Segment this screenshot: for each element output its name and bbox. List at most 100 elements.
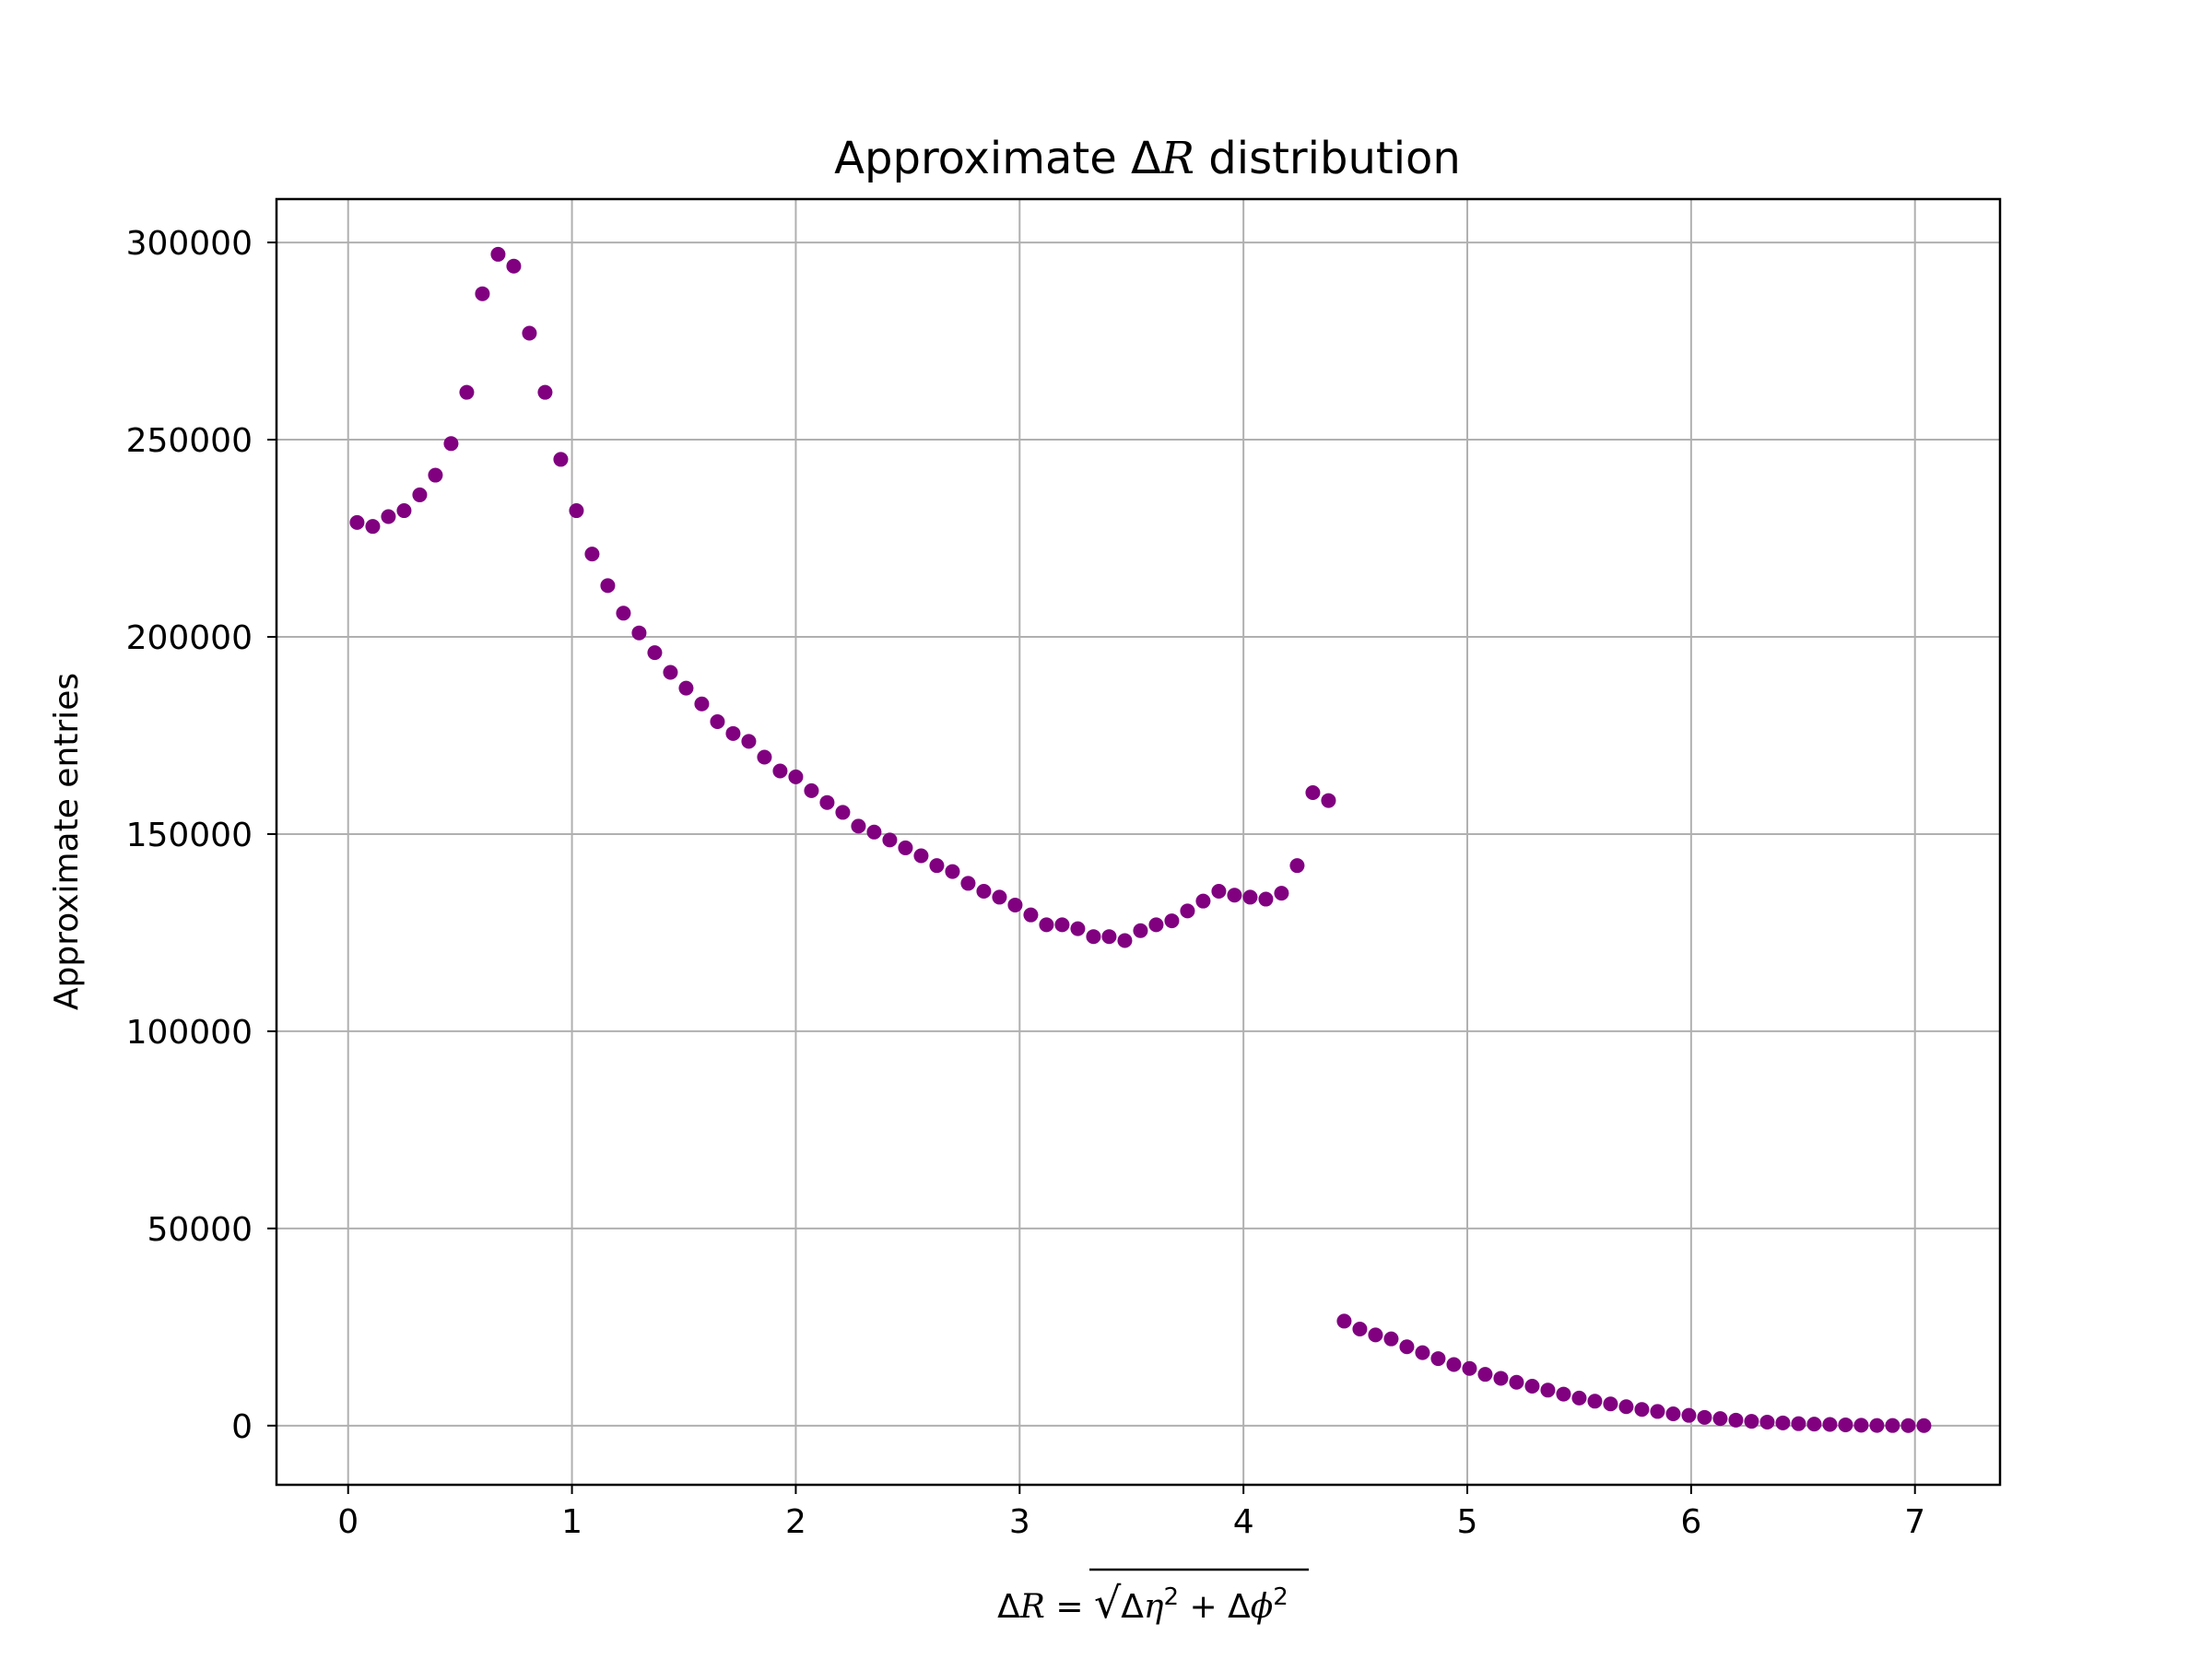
data-point (600, 578, 616, 594)
data-point (835, 805, 851, 820)
data-point (443, 436, 459, 452)
data-point (396, 503, 412, 519)
data-point (1885, 1418, 1900, 1433)
data-point (553, 452, 569, 467)
data-point (631, 625, 647, 641)
y-ticks: 0 50000 100000 150000 200000 250000 300000 (126, 225, 276, 1446)
data-point (1352, 1321, 1368, 1336)
x-tick-label: 3 (1009, 1503, 1030, 1541)
data-point (1086, 929, 1101, 945)
data-point (1321, 793, 1336, 808)
data-point (647, 645, 663, 661)
data-point (1289, 858, 1305, 874)
data-point (1759, 1414, 1775, 1430)
data-point (1775, 1415, 1791, 1430)
data-point (882, 832, 898, 848)
data-point (1634, 1402, 1650, 1418)
data-point (757, 749, 772, 765)
data-point (1117, 933, 1133, 948)
data-point (1853, 1418, 1869, 1433)
data-point (1023, 907, 1039, 923)
data-point (851, 818, 866, 834)
data-points (349, 246, 1932, 1433)
data-point (992, 889, 1007, 905)
data-point (804, 782, 819, 798)
x-tick-label: 7 (1904, 1503, 1925, 1541)
y-axis-label: Approximate entries (48, 673, 86, 1010)
data-point (1368, 1327, 1383, 1343)
data-point (945, 864, 960, 879)
data-point (537, 384, 553, 400)
data-point (1070, 921, 1086, 936)
data-point (1446, 1357, 1462, 1372)
data-point (1039, 917, 1054, 933)
data-point (1227, 888, 1242, 903)
plot-frame (275, 197, 2002, 1487)
data-point (1650, 1404, 1665, 1419)
y-tick-label: 250000 (126, 422, 253, 460)
x-tick-label: 2 (785, 1503, 806, 1541)
data-point (1430, 1351, 1446, 1367)
data-point (490, 246, 506, 262)
data-point (1791, 1416, 1806, 1431)
y-tick-label: 0 (231, 1408, 253, 1446)
data-point (1274, 886, 1289, 901)
data-point (976, 883, 992, 899)
data-point (929, 858, 945, 874)
data-point (1305, 785, 1321, 801)
data-point (1493, 1371, 1509, 1386)
data-point (1744, 1414, 1759, 1430)
data-point (475, 286, 490, 301)
data-point (412, 487, 428, 502)
data-point (1101, 929, 1117, 945)
x-ticks: 0 1 2 3 4 5 6 7 (337, 1485, 1925, 1541)
x-tick-label: 0 (337, 1503, 359, 1541)
chart-title: Approximate ΔR distribution (834, 133, 1461, 184)
data-point (1822, 1417, 1838, 1432)
y-tick-label: 200000 (126, 619, 253, 657)
data-point (1195, 893, 1211, 909)
x-tick-label: 1 (561, 1503, 582, 1541)
data-point (1806, 1417, 1822, 1432)
data-point (741, 734, 757, 749)
data-point (725, 725, 741, 741)
data-point (1211, 883, 1227, 899)
data-point (428, 467, 443, 483)
data-point (694, 696, 710, 712)
data-point (1462, 1360, 1477, 1376)
data-point (365, 519, 381, 535)
data-point (1258, 891, 1274, 907)
data-point (913, 848, 929, 864)
y-tick-label: 300000 (126, 225, 253, 263)
data-point (772, 763, 788, 779)
data-point (1242, 889, 1258, 905)
data-point (616, 606, 631, 621)
data-point (1712, 1411, 1728, 1427)
data-point (381, 509, 396, 524)
data-point (866, 824, 882, 840)
grid (276, 199, 2000, 1485)
data-point (1869, 1418, 1885, 1433)
data-point (1399, 1339, 1415, 1355)
data-point (663, 665, 678, 680)
data-point (1509, 1374, 1524, 1390)
x-tick-label: 5 (1457, 1503, 1478, 1541)
data-point (678, 680, 694, 696)
data-point (584, 547, 600, 562)
data-point (1180, 903, 1195, 919)
x-axis-label: ΔR = √Δη2 + Δϕ2 (997, 1578, 1288, 1628)
data-point (819, 794, 835, 810)
data-point (506, 258, 522, 274)
data-point (788, 769, 804, 784)
data-point (1524, 1379, 1540, 1394)
data-point (1133, 923, 1148, 938)
data-point (1916, 1418, 1932, 1433)
data-point (1477, 1367, 1493, 1382)
y-tick-label: 50000 (147, 1211, 253, 1249)
data-point (1571, 1390, 1587, 1406)
data-point (1540, 1382, 1556, 1398)
x-tick-label: 4 (1233, 1503, 1254, 1541)
data-point (1336, 1313, 1352, 1329)
